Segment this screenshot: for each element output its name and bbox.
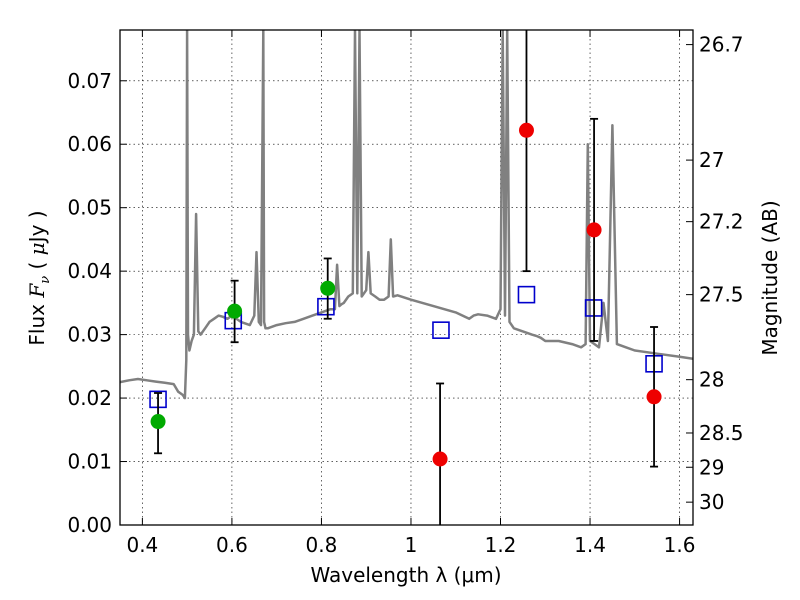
x-tick-label: 0.8: [306, 533, 338, 557]
model-photometry-square: [517, 285, 536, 304]
y2-tick-label: 30: [699, 490, 724, 514]
y-tick-label: 0.04: [67, 259, 112, 283]
x-tick-label: 1: [405, 533, 418, 557]
x-tick-label: 1.4: [574, 533, 606, 557]
model-photometry-square: [432, 321, 450, 339]
x-tick-label: 1.6: [664, 533, 696, 557]
y2-tick-label: 26.7: [699, 33, 744, 57]
observed-flux-point: [586, 222, 602, 238]
x-tick-label: 0.4: [126, 533, 158, 557]
plot-frame: [119, 29, 694, 526]
y-tick-label: 0.00: [67, 513, 112, 537]
observed-flux-point: [646, 389, 662, 405]
y-tick-label: 0.02: [67, 386, 112, 410]
y-tick-label: 0.01: [67, 450, 112, 474]
observed-flux-point: [227, 303, 243, 319]
y2-axis-label: Magnitude (AB): [758, 200, 782, 355]
observed-flux-point: [432, 451, 448, 467]
y-axis-label: Flux Fν ( μJy ): [25, 210, 53, 345]
y2-tick-label: 27.5: [699, 283, 744, 307]
x-axis-label: Wavelength λ (μm): [310, 563, 501, 587]
y-tick-label: 0.03: [67, 323, 112, 347]
y2-tick-label: 29: [699, 455, 724, 479]
y2-tick-label: 28: [699, 368, 724, 392]
x-tick-label: 0.6: [216, 533, 248, 557]
y2-tick-label: 27.2: [699, 210, 744, 234]
y2-tick-label: 27: [699, 148, 724, 172]
model-spectrum-line: [120, 30, 693, 400]
observed-flux-point: [150, 414, 166, 430]
y-tick-label: 0.06: [67, 132, 112, 156]
observed-flux-point: [320, 280, 336, 296]
y-tick-label: 0.05: [67, 196, 112, 220]
observed-flux-point: [518, 122, 534, 138]
x-tick-label: 1.2: [485, 533, 517, 557]
plot-area: [120, 30, 693, 525]
axes-ticks: 0.4 0.6 0.8 1 1.2 1.4 1.6 0.00 0.01 0.02 0.03 0.04 0…: [67, 30, 744, 557]
model-photometry-square: [317, 297, 335, 316]
y2-tick-label: 28.5: [699, 421, 744, 445]
y-tick-label: 0.07: [67, 69, 112, 93]
